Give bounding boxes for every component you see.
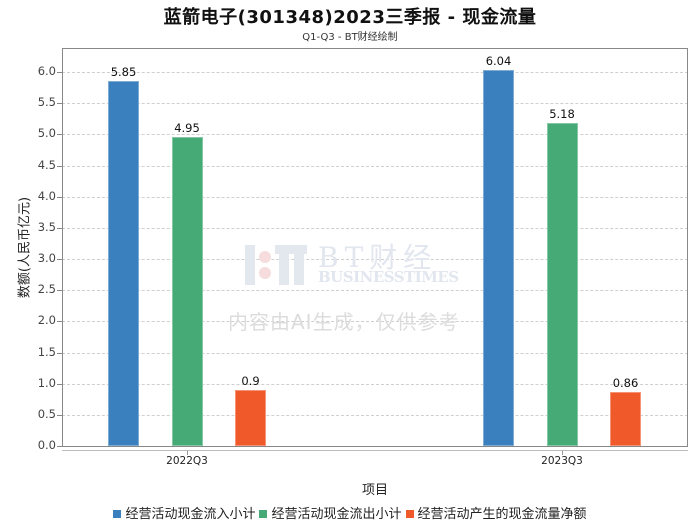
chart-title: 蓝箭电子(301348)2023三季报 - 现金流量: [163, 7, 537, 28]
y-tick-label: 3.0: [37, 251, 56, 265]
bar-value-label: 0.9: [241, 373, 260, 388]
x-axis-label: 项目: [361, 483, 388, 498]
y-tick-mark: [57, 165, 62, 167]
grid-line: [62, 72, 688, 73]
bar[interactable]: [610, 392, 641, 446]
x-tick-label: 2023Q3: [541, 455, 583, 467]
y-tick-label: 0.5: [37, 406, 56, 421]
x-tick-mark: [562, 451, 563, 455]
x-axis-line: [62, 446, 688, 447]
grid-line: [62, 103, 688, 105]
y-tick-mark: [57, 72, 62, 73]
y-tick-label: 3.5: [37, 219, 56, 234]
bar-value-label: 6.04: [485, 53, 512, 68]
grid-line: [62, 227, 688, 229]
x-tick-mark: [187, 451, 188, 455]
legend-swatch-icon: [405, 509, 414, 518]
y-tick-mark: [57, 352, 62, 354]
bar[interactable]: [546, 123, 578, 446]
y-tick-label: 5.0: [37, 126, 56, 141]
grid-line: [62, 196, 688, 198]
x-tick-label: 2022Q3: [166, 455, 208, 467]
y-tick-label: 2.5: [37, 282, 56, 297]
y-tick-mark: [57, 321, 62, 323]
chart-subtitle: Q1-Q3 - BT财经绘制: [302, 32, 398, 43]
y-tick-mark: [57, 227, 62, 229]
bar[interactable]: [108, 81, 139, 446]
bar-value-label: 5.18: [549, 107, 575, 122]
legend-item[interactable]: 经营活动产生的现金流量净额: [405, 503, 587, 522]
y-tick-label: 4.0: [37, 188, 56, 203]
y-tick-mark: [57, 414, 62, 416]
bar[interactable]: [235, 389, 266, 446]
bar-value-label: 5.85: [110, 65, 137, 80]
plot-area: [62, 48, 688, 446]
grid-line: [62, 321, 688, 323]
y-tick-mark: [57, 134, 62, 136]
bar[interactable]: [171, 137, 203, 446]
grid-line: [62, 165, 688, 167]
legend: 经营活动现金流入小计 经营活动现金流出小计 经营活动产生的现金流量净额: [0, 503, 700, 522]
legend-swatch-icon: [113, 509, 122, 518]
legend-item[interactable]: 经营活动现金流出小计: [259, 503, 402, 522]
bar[interactable]: [483, 69, 514, 446]
y-tick-label: 1.0: [37, 375, 56, 390]
legend-swatch-icon: [259, 509, 268, 518]
y-tick-label: 6.0: [37, 64, 56, 78]
y-tick-label: 5.5: [37, 95, 56, 110]
y-tick-mark: [57, 383, 62, 385]
legend-label: 经营活动现金流入小计: [125, 507, 256, 522]
y-tick-mark: [57, 446, 62, 447]
y-tick-mark: [57, 103, 62, 105]
y-tick-label: 0.0: [37, 438, 56, 452]
grid-line: [62, 414, 688, 416]
grid-line: [62, 383, 688, 385]
y-tick-label: 4.5: [37, 157, 56, 172]
grid-line: [62, 352, 688, 354]
x-axis-baseline: [62, 450, 688, 451]
legend-label: 经营活动产生的现金流量净额: [417, 507, 587, 522]
grid-line: [62, 134, 688, 136]
grid-line: [62, 259, 688, 260]
y-tick-label: 1.5: [37, 344, 56, 359]
grid-line: [62, 290, 688, 292]
legend-item[interactable]: 经营活动现金流入小计: [113, 503, 255, 522]
y-tick-mark: [57, 290, 62, 292]
y-tick-label: 2.0: [37, 313, 56, 328]
y-tick-mark: [57, 196, 62, 198]
legend-label: 经营活动现金流出小计: [271, 507, 402, 522]
bar-value-label: 0.86: [612, 376, 639, 391]
bar-value-label: 4.95: [174, 121, 200, 136]
y-tick-mark: [57, 259, 62, 260]
